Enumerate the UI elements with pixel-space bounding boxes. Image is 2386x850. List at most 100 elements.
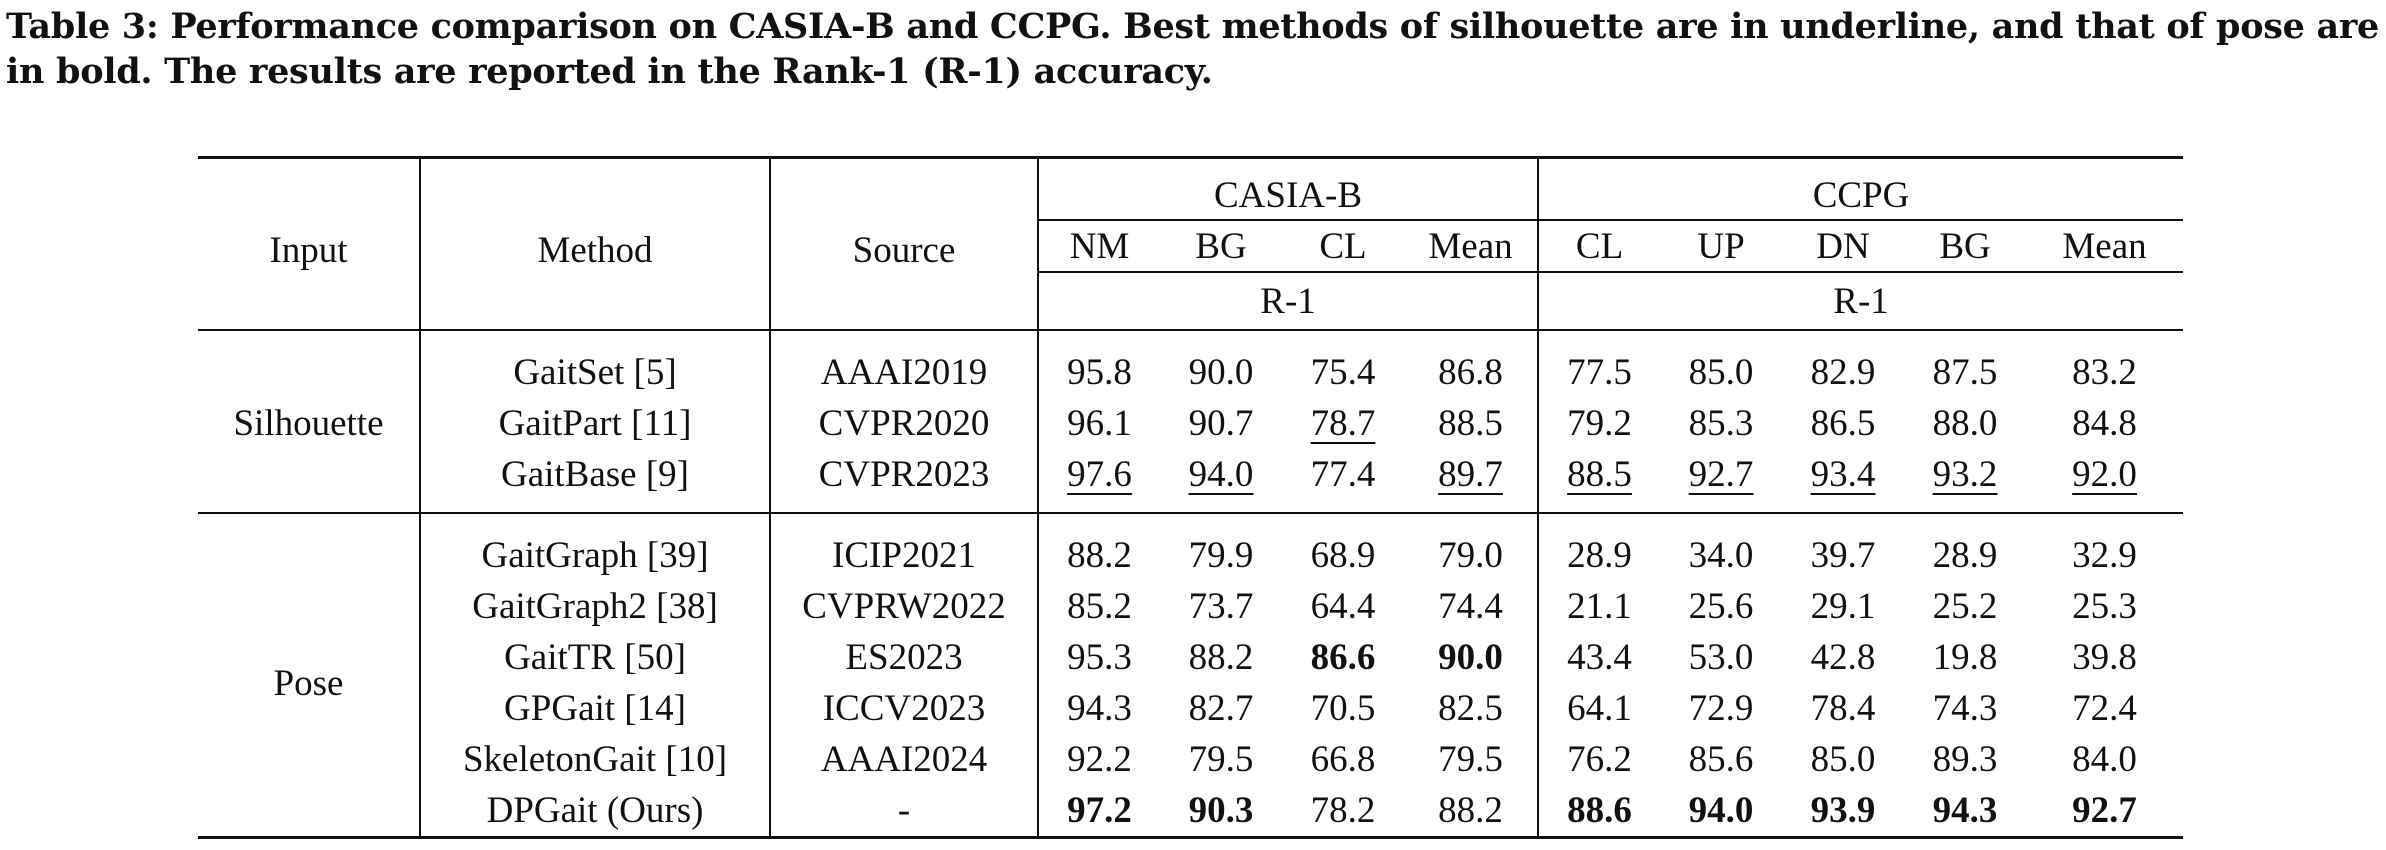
header-method: Method xyxy=(420,157,771,330)
value-cell: 29.1 xyxy=(1810,586,1876,627)
value-cell: 72.9 xyxy=(1688,688,1754,729)
value-cell: 70.5 xyxy=(1310,688,1376,729)
underlined-value: 94.0 xyxy=(1188,454,1254,495)
value-cell: 79.5 xyxy=(1188,739,1254,780)
value-cell: 92.7 xyxy=(1660,449,1782,513)
value-cell: 66.8 xyxy=(1310,739,1376,780)
header-ccpg-bg: BG xyxy=(1904,219,2027,272)
value-cell: 92.0 xyxy=(2026,449,2183,513)
bold-value-cell: 88.6 xyxy=(1567,790,1632,831)
value-cell: 77.4 xyxy=(1310,454,1376,495)
method-cell: GaitTR [50] xyxy=(420,632,771,683)
value-cell: 85.0 xyxy=(1810,739,1876,780)
value-cell: 76.2 xyxy=(1567,739,1632,780)
value-cell: 74.4 xyxy=(1404,581,1540,632)
underlined-value: 97.6 xyxy=(1067,454,1132,495)
value-cell: 34.0 xyxy=(1660,512,1783,581)
value-cell: 79.2 xyxy=(1567,403,1632,444)
value-cell: 73.7 xyxy=(1188,586,1254,627)
value-cell: 82.5 xyxy=(1404,683,1540,734)
table-row: Silhouette GaitSet [5] AAAI2019 95.8 90.… xyxy=(198,329,2184,513)
group-label-silhouette: Silhouette xyxy=(198,329,421,513)
value-cell: 72.4 xyxy=(2072,688,2137,729)
header-ccpg-up: UP xyxy=(1660,219,1783,272)
header-row-datasets: Input Method Source CASIA-B CCPG xyxy=(198,157,2184,330)
bold-value-cell: 94.0 xyxy=(1688,790,1754,831)
method-cell: GaitGraph2 [38] xyxy=(420,581,771,632)
value-cell: 25.2 xyxy=(1932,586,1998,627)
value-cell: 88.2 xyxy=(1038,512,1160,581)
table-row: GaitGraph2 [38] CVPRW2022 85.2 73.7 64.4… xyxy=(198,581,2183,632)
value-cell: 86.5 xyxy=(1810,403,1876,444)
bold-value-cell: 97.2 xyxy=(1067,790,1132,831)
underlined-value: 78.7 xyxy=(1310,403,1376,444)
value-cell: 85.3 xyxy=(1688,403,1754,444)
source-cell: ICIP2021 xyxy=(770,512,1039,581)
value-cell: 68.9 xyxy=(1282,512,1404,581)
source-cell: CVPR2023 xyxy=(770,449,1039,513)
value-cell: 85.0 xyxy=(1660,329,1783,398)
value-cell: 92.2 xyxy=(1067,739,1132,780)
source-cell: CVPRW2022 xyxy=(770,581,1039,632)
bold-value-cell: 90.3 xyxy=(1188,790,1254,831)
value-cell: 42.8 xyxy=(1810,637,1876,678)
method-cell: GPGait [14] xyxy=(420,683,771,734)
value-cell: 97.6 xyxy=(1038,449,1160,513)
table-caption: Table 3: Performance comparison on CASIA… xyxy=(6,6,2380,92)
method-cell: GaitPart [11] xyxy=(420,398,771,449)
value-cell: 88.0 xyxy=(1932,403,1998,444)
header-row-conditions: NM BG CL Mean CL UP DN BG Mean xyxy=(198,219,2184,272)
value-cell: 25.3 xyxy=(2072,586,2137,627)
source-cell: AAAI2024 xyxy=(770,734,1039,785)
table-row: GaitPart [11] CVPR2020 96.1 90.7 78.7 88… xyxy=(198,398,2183,449)
bold-value-cell: 90.0 xyxy=(1404,632,1540,683)
bold-value-cell: 92.7 xyxy=(2072,790,2137,831)
value-cell: 93.2 xyxy=(1904,449,2026,513)
source-cell: CVPR2020 xyxy=(770,398,1039,449)
header-ccpg-cl: CL xyxy=(1538,219,1661,272)
header-row-metric: R-1 R-1 xyxy=(198,271,2184,330)
method-cell: GaitSet [5] xyxy=(420,329,771,398)
underlined-value: 89.7 xyxy=(1438,454,1503,495)
header-ccpg-mean: Mean xyxy=(2026,219,2184,272)
value-cell: 28.9 xyxy=(1904,512,2027,581)
table-row: DPGait (Ours) - 97.2 90.3 78.2 88.2 88.6… xyxy=(198,785,2184,838)
method-cell: GaitBase [9] xyxy=(420,449,771,513)
value-cell: 88.5 xyxy=(1538,449,1660,513)
value-cell: 79.0 xyxy=(1404,512,1540,581)
header-input: Input xyxy=(198,157,421,330)
table-row: GPGait [14] ICCV2023 94.3 82.7 70.5 82.5… xyxy=(198,683,2183,734)
method-cell: DPGait (Ours) xyxy=(420,785,771,838)
source-cell: - xyxy=(770,785,1039,838)
value-cell: 39.7 xyxy=(1782,512,1905,581)
value-cell: 77.5 xyxy=(1538,329,1661,398)
value-cell: 78.4 xyxy=(1810,688,1876,729)
method-cell: GaitGraph [39] xyxy=(420,512,771,581)
table-row: SkeletonGait [10] AAAI2024 92.2 79.5 66.… xyxy=(198,734,2183,785)
value-cell: 64.4 xyxy=(1310,586,1376,627)
value-cell: 78.7 xyxy=(1282,398,1404,449)
source-cell: ICCV2023 xyxy=(770,683,1039,734)
table-row: GaitBase [9] CVPR2023 97.6 94.0 77.4 89.… xyxy=(198,449,2183,513)
bold-value-cell: 94.3 xyxy=(1932,790,1998,831)
value-cell: 78.2 xyxy=(1310,790,1376,831)
value-cell: 88.2 xyxy=(1188,637,1254,678)
underlined-value: 93.2 xyxy=(1932,454,1998,495)
value-cell: 85.6 xyxy=(1688,739,1754,780)
group-label-pose: Pose xyxy=(198,512,421,838)
value-cell: 87.5 xyxy=(1904,329,2027,398)
value-cell: 79.9 xyxy=(1160,512,1282,581)
value-cell: 96.1 xyxy=(1067,403,1132,444)
method-cell: SkeletonGait [10] xyxy=(420,734,771,785)
value-cell: 75.4 xyxy=(1282,329,1404,398)
header-casia-cl: CL xyxy=(1282,219,1404,272)
table-row: GaitTR [50] ES2023 95.3 88.2 86.6 90.0 4… xyxy=(198,632,2183,683)
value-cell: 89.3 xyxy=(1932,739,1998,780)
value-cell: 84.8 xyxy=(2072,403,2137,444)
value-cell: 64.1 xyxy=(1567,688,1632,729)
value-cell: 86.8 xyxy=(1404,329,1540,398)
results-table-container: Input Method Source CASIA-B CCPG NM BG C… xyxy=(198,156,2184,839)
value-cell: 95.8 xyxy=(1038,329,1160,398)
header-source: Source xyxy=(770,157,1039,330)
value-cell: 82.9 xyxy=(1782,329,1905,398)
